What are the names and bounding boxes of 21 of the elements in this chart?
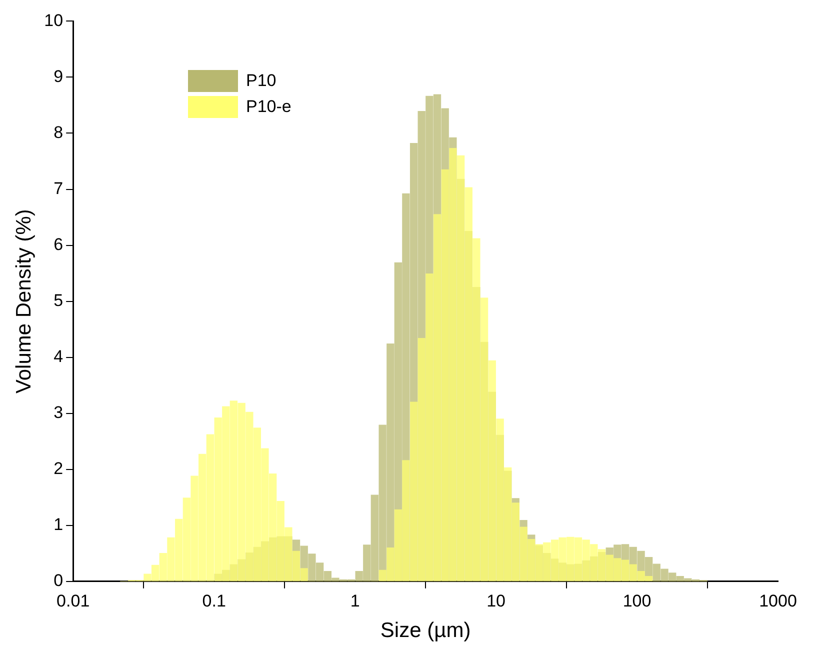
y-tick-label: 3 xyxy=(54,403,64,422)
y-tick-label: 10 xyxy=(44,10,64,30)
y-tick-label: 7 xyxy=(54,178,64,198)
x-tick-label: 0.01 xyxy=(56,591,90,610)
legend-label: P10 xyxy=(246,71,276,91)
y-tick-label: 2 xyxy=(54,459,64,478)
y-tick-label: 6 xyxy=(54,234,64,254)
y-tick-label: 5 xyxy=(54,290,64,310)
y-tick-label: 8 xyxy=(54,122,64,142)
y-tick-label: 0 xyxy=(54,571,64,590)
y-axis-title: Volume Density (%) xyxy=(12,209,36,394)
x-tick-label: 10 xyxy=(486,591,506,610)
x-axis-title: Size (µm) xyxy=(380,619,471,642)
x-tick-label: 100 xyxy=(622,591,652,610)
y-tick-label: 1 xyxy=(54,515,64,534)
x-tick-label: 1000 xyxy=(759,591,797,610)
legend-label: P10-e xyxy=(246,97,292,117)
x-tick-label: 1 xyxy=(350,591,360,610)
y-tick-label: 4 xyxy=(54,347,64,366)
y-tick-label: 9 xyxy=(54,66,64,86)
x-tick-label: 0.1 xyxy=(202,591,226,610)
